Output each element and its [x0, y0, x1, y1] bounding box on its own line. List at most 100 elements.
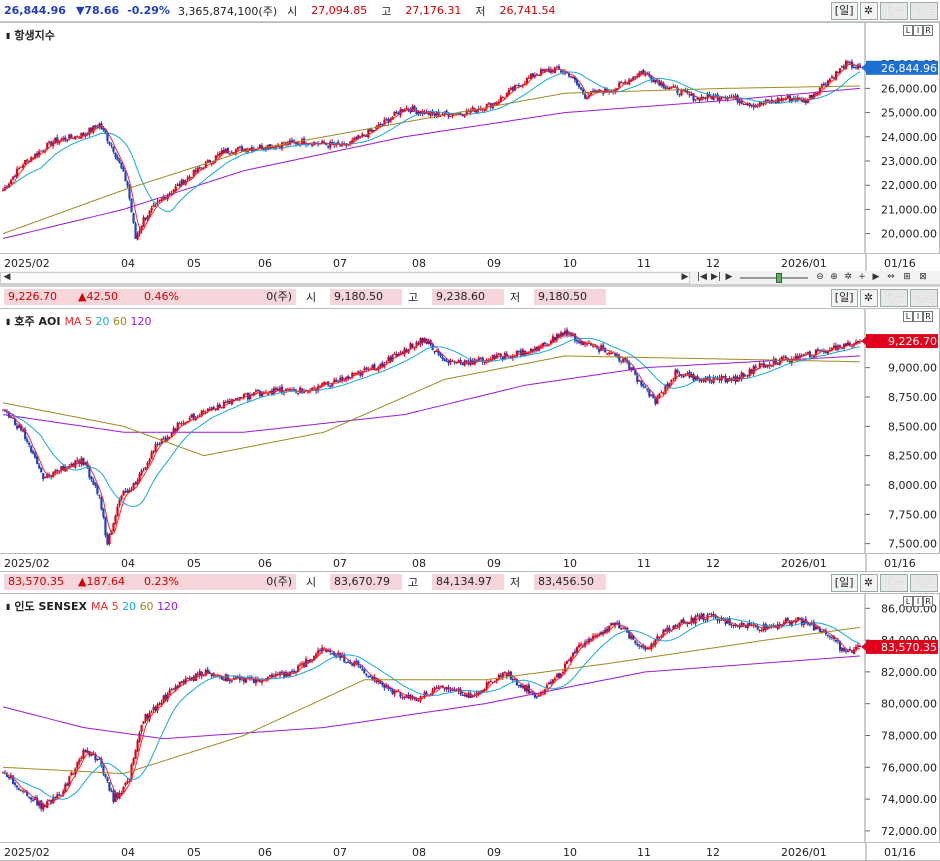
candle-body	[642, 69, 645, 75]
jump-end-icon[interactable]: ▶|	[711, 272, 721, 282]
period-button[interactable]: [일]	[830, 574, 858, 592]
candle-body	[618, 355, 621, 361]
expand-icon[interactable]: ⊞	[903, 272, 911, 282]
candle-body	[30, 797, 33, 800]
buy-button[interactable]: 매수	[879, 289, 908, 307]
candle-body	[483, 689, 486, 691]
candle-body	[449, 116, 452, 118]
sell-button[interactable]: 매도	[909, 574, 938, 592]
zoom-in-icon[interactable]: ⊕	[830, 272, 838, 282]
settings-icon[interactable]: ✲	[844, 272, 852, 282]
i-toggle[interactable]: I	[913, 596, 923, 607]
candles	[2, 59, 862, 241]
i-toggle[interactable]: I	[913, 25, 923, 36]
candle-body	[818, 349, 822, 351]
candle-body	[515, 84, 518, 86]
candle-body	[527, 77, 531, 79]
candle-body	[92, 753, 95, 755]
gear-icon[interactable]: ✲	[859, 2, 878, 20]
candle-body	[778, 624, 781, 627]
y-tick-label: 7,750.00	[888, 508, 937, 521]
candle-body	[333, 379, 336, 383]
y-tick-label: 26,000.00	[881, 82, 937, 95]
candle-body	[367, 368, 370, 371]
r-toggle[interactable]: R	[923, 25, 933, 36]
zoom-thumb[interactable]	[776, 273, 782, 283]
candle-body	[38, 801, 41, 807]
candle-body	[461, 114, 464, 117]
zoom-out-icon[interactable]: ⊖	[816, 272, 824, 282]
candle-body	[712, 95, 715, 101]
candle-body	[742, 623, 745, 625]
candle-body	[539, 69, 543, 76]
candle-body	[718, 620, 721, 622]
play-icon[interactable]: ▶	[872, 272, 880, 282]
next-icon[interactable]: ▶	[725, 272, 733, 282]
plus-icon[interactable]: +	[858, 272, 866, 282]
candle-body	[321, 647, 324, 652]
l-toggle[interactable]: L	[903, 311, 913, 322]
scroll-track[interactable]	[0, 272, 690, 284]
r-toggle[interactable]: R	[923, 311, 933, 322]
period-button[interactable]: [일]	[830, 289, 858, 307]
candle-body	[511, 87, 514, 91]
sell-button[interactable]: 매도	[909, 2, 938, 20]
gear-icon[interactable]: ✲	[859, 574, 878, 592]
candle-body	[710, 381, 713, 383]
candle-body	[62, 138, 65, 140]
candle-body	[495, 679, 498, 682]
candle-body	[672, 378, 675, 380]
candle-body	[706, 93, 709, 99]
x-tick-label: 04	[121, 557, 135, 570]
candle-body	[690, 374, 693, 378]
candle-body	[297, 665, 300, 672]
lir-toggle[interactable]: L I R	[903, 596, 933, 607]
candle-body	[405, 108, 408, 110]
low-label: 저	[510, 576, 521, 589]
candle-body	[276, 389, 280, 391]
candle-body	[708, 94, 711, 97]
candle-body	[479, 358, 482, 360]
candle-body	[122, 786, 125, 794]
candle-body	[571, 334, 575, 336]
r-toggle[interactable]: R	[923, 596, 933, 607]
sell-button[interactable]: 매도	[909, 289, 938, 307]
candle-body	[148, 459, 151, 463]
candle-body	[752, 104, 755, 108]
jump-start-icon[interactable]: |◀	[697, 272, 707, 282]
l-toggle[interactable]: L	[903, 25, 913, 36]
candle-body	[736, 625, 739, 627]
l-toggle[interactable]: L	[903, 596, 913, 607]
scroll-right-icon[interactable]: ▶	[681, 272, 689, 282]
candle-body	[596, 346, 599, 349]
buy-button[interactable]: 매수	[879, 574, 908, 592]
period-button[interactable]: [일]	[830, 2, 858, 20]
last-price-label: 83,570.35	[881, 641, 937, 654]
panel-divider[interactable]	[0, 284, 940, 287]
candle-body	[62, 791, 65, 796]
candle-body	[329, 142, 332, 148]
lir-toggle[interactable]: L I R	[903, 25, 933, 36]
i-toggle[interactable]: I	[913, 311, 923, 322]
candlestick-chart: 7,500.00 7,750.00 8,000.00 8,250.00 8,500.00…	[2, 309, 938, 553]
reset-icon[interactable]: ⊠	[919, 272, 927, 282]
gear-icon[interactable]: ✲	[859, 289, 878, 307]
scroll-left-icon[interactable]: ◀	[3, 272, 11, 282]
zoom-slider[interactable]	[740, 277, 808, 279]
candle-body	[610, 352, 613, 354]
lir-toggle[interactable]: L I R	[903, 311, 933, 322]
buy-button[interactable]: 매수	[879, 2, 908, 20]
candle-body	[38, 151, 41, 157]
candle-body	[549, 681, 553, 684]
candle-body	[782, 622, 785, 625]
candle-body	[289, 389, 292, 391]
chart-scrollbar[interactable]: ◀ ▶ |◀ ▶| ▶ ⊖ ⊕ ✲ + ▶ ⇔ ⊞ ⊠	[0, 271, 940, 285]
candle-body	[750, 105, 753, 107]
candle-body	[834, 639, 838, 642]
candle-body	[806, 623, 810, 625]
candle-body	[836, 640, 840, 642]
candle-body	[796, 356, 799, 359]
last-price-label: 26,844.96	[881, 62, 937, 75]
open-label: 시	[306, 576, 317, 589]
fit-icon[interactable]: ⇔	[887, 272, 895, 282]
